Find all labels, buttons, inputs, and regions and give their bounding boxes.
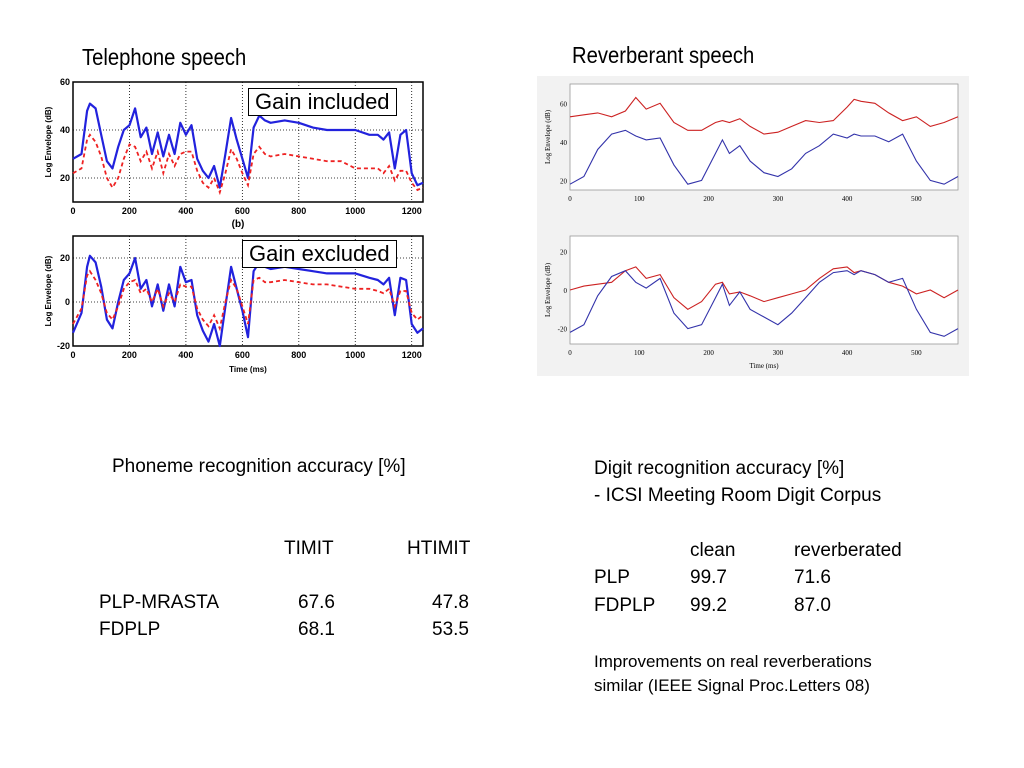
digit-row-value: 71.6 <box>794 567 831 588</box>
x-tick-label: 300 <box>773 195 784 203</box>
digit-row-value: 87.0 <box>794 595 831 616</box>
y-tick-label: 0 <box>564 287 568 295</box>
reverberant-top-chart: 0 100 200 300 400 500 20 40 60 Log Envelope (dB) <box>544 83 959 203</box>
reverberant-bottom-chart: 0 100 200 300 400 500 -20 0 20 Log Envelope (dB) T… <box>544 235 959 370</box>
y-tick-label: 0 <box>65 297 70 307</box>
phoneme-row-name: FDPLP <box>99 619 161 640</box>
digit-note-line2: similar (IEEE Signal Proc.Letters 08) <box>594 676 870 695</box>
digit-col-clean: clean <box>690 540 736 561</box>
plot-frame <box>569 83 959 191</box>
x-tick-label: 600 <box>235 350 250 360</box>
digit-corpus-caption: - ICSI Meeting Room Digit Corpus <box>594 485 882 506</box>
series-line-2 <box>72 269 424 332</box>
x-tick-label: 800 <box>291 350 306 360</box>
x-tick-label: 400 <box>178 206 193 216</box>
phoneme-row-value: 67.6 <box>298 592 335 613</box>
y-tick-label: 20 <box>60 253 70 263</box>
phoneme-caption: Phoneme recognition accuracy [%] <box>112 456 406 477</box>
x-tick-label: 200 <box>703 349 714 357</box>
gain-included-label: Gain included <box>248 88 397 116</box>
digit-row-value: 99.2 <box>690 595 727 616</box>
gain-excluded-label: Gain excluded <box>242 240 397 268</box>
phoneme-row-value: 68.1 <box>298 619 335 640</box>
digit-row-name: PLP <box>594 567 630 588</box>
figure-caption: (b) <box>232 219 245 230</box>
phoneme-col-htimit: HTIMIT <box>407 538 471 559</box>
x-tick-label: 400 <box>842 349 853 357</box>
y-tick-label: 60 <box>60 77 70 87</box>
x-tick-label: 0 <box>568 349 572 357</box>
x-tick-label: 400 <box>178 350 193 360</box>
phoneme-row-value: 47.8 <box>432 592 469 613</box>
x-tick-label: 0 <box>70 350 75 360</box>
y-axis-label: Log Envelope (dB) <box>44 106 53 177</box>
x-axis-label: Time (ms) <box>229 365 267 374</box>
y-axis-label: Log Envelope (dB) <box>44 255 53 326</box>
telephone-speech-title: Telephone speech <box>82 44 247 70</box>
digit-row-name: FDPLP <box>594 595 656 616</box>
x-axis-label: Time (ms) <box>749 362 779 370</box>
x-tick-label: 200 <box>122 350 137 360</box>
phoneme-row-name: PLP-MRASTA <box>99 592 220 613</box>
x-tick-label: 300 <box>773 349 784 357</box>
y-axis-label: Log Envelope (dB) <box>544 262 552 317</box>
x-tick-label: 1200 <box>402 350 422 360</box>
series-line-1 <box>569 96 959 135</box>
y-tick-label: -20 <box>558 326 568 334</box>
x-tick-label: 100 <box>634 195 645 203</box>
x-tick-label: 600 <box>235 206 250 216</box>
digit-row-value: 99.7 <box>690 567 727 588</box>
y-tick-label: 20 <box>560 248 568 256</box>
x-tick-label: 400 <box>842 195 853 203</box>
x-tick-label: 100 <box>634 349 645 357</box>
y-tick-label: 40 <box>560 139 568 147</box>
y-tick-label: -20 <box>57 341 70 351</box>
x-tick-label: 1200 <box>402 206 422 216</box>
x-tick-label: 500 <box>911 195 922 203</box>
series-line-2 <box>569 270 959 337</box>
series-line-2 <box>72 133 424 196</box>
digit-col-reverberated: reverberated <box>794 540 902 561</box>
y-tick-label: 60 <box>560 100 568 108</box>
x-tick-label: 800 <box>291 206 306 216</box>
series-line-2 <box>569 129 959 185</box>
x-tick-label: 1000 <box>345 350 365 360</box>
reverberant-speech-title: Reverberant speech <box>572 42 755 68</box>
y-tick-label: 40 <box>60 125 70 135</box>
x-tick-label: 0 <box>568 195 572 203</box>
digit-caption: Digit recognition accuracy [%] <box>594 458 845 479</box>
y-tick-label: 20 <box>560 177 568 185</box>
x-tick-label: 200 <box>122 206 137 216</box>
series-line-1 <box>72 102 424 189</box>
digit-note-line1: Improvements on real reverberations <box>594 652 872 671</box>
series-line-1 <box>71 254 424 348</box>
x-tick-label: 500 <box>911 349 922 357</box>
x-tick-label: 200 <box>703 195 714 203</box>
phoneme-col-timit: TIMIT <box>284 538 334 559</box>
y-tick-label: 20 <box>60 173 70 183</box>
x-tick-label: 1000 <box>345 206 365 216</box>
x-tick-label: 0 <box>70 206 75 216</box>
plot-frame <box>569 235 959 345</box>
y-axis-label: Log Envelope (dB) <box>544 109 552 164</box>
phoneme-row-value: 53.5 <box>432 619 469 640</box>
